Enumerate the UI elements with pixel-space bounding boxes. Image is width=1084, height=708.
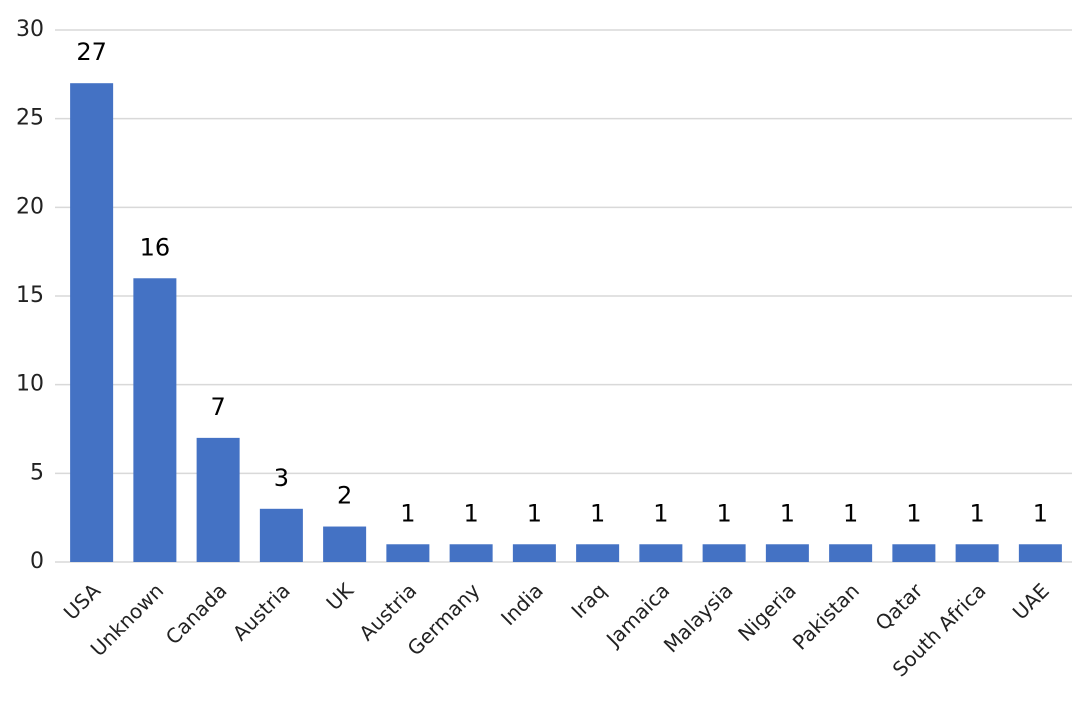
bar: [639, 544, 683, 562]
data-label: 1: [590, 499, 605, 527]
data-label: 1: [1033, 499, 1048, 527]
bar: [449, 544, 493, 562]
bar: [196, 437, 240, 562]
y-tick-label: 25: [16, 106, 44, 131]
y-tick-label: 5: [30, 460, 44, 485]
x-tick-label: Austria: [228, 578, 295, 645]
y-tick-label: 0: [30, 549, 44, 574]
y-tick-label: 20: [16, 194, 44, 219]
bar: [702, 544, 746, 562]
bar: [512, 544, 556, 562]
data-label: 1: [969, 499, 984, 527]
x-tick-label: Malaysia: [659, 578, 738, 657]
data-label: 1: [716, 499, 731, 527]
bar: [1018, 544, 1062, 562]
x-tick-label: Canada: [161, 578, 232, 649]
bar: [955, 544, 999, 562]
x-tick-label: Pakistan: [788, 578, 864, 654]
bar: [323, 526, 367, 562]
data-label: 1: [843, 499, 858, 527]
bar: [892, 544, 936, 562]
x-tick-label: India: [496, 578, 548, 630]
data-label: 2: [337, 482, 352, 510]
bar: [576, 544, 620, 562]
bar: [70, 83, 114, 562]
data-label: 27: [76, 38, 107, 66]
y-tick-label: 30: [16, 17, 44, 42]
data-label: 7: [210, 393, 225, 421]
data-label: 1: [906, 499, 921, 527]
bar: [259, 508, 303, 562]
bar: [829, 544, 873, 562]
data-label: 1: [400, 499, 415, 527]
data-label: 1: [463, 499, 478, 527]
data-label: 1: [527, 499, 542, 527]
x-tick-label: USA: [59, 578, 105, 624]
data-label: 16: [140, 233, 171, 261]
y-tick-label: 10: [16, 372, 44, 397]
y-tick-label: 15: [16, 283, 44, 308]
data-label: 3: [274, 464, 289, 492]
data-label: 1: [653, 499, 668, 527]
bar: [765, 544, 809, 562]
x-tick-label: UK: [321, 578, 358, 615]
x-tick-label: UAE: [1008, 578, 1054, 624]
x-tick-label: Qatar: [870, 578, 927, 635]
x-tick-label: Iraq: [566, 578, 611, 623]
bar: [386, 544, 430, 562]
data-label: 1: [780, 499, 795, 527]
bar: [133, 278, 177, 562]
